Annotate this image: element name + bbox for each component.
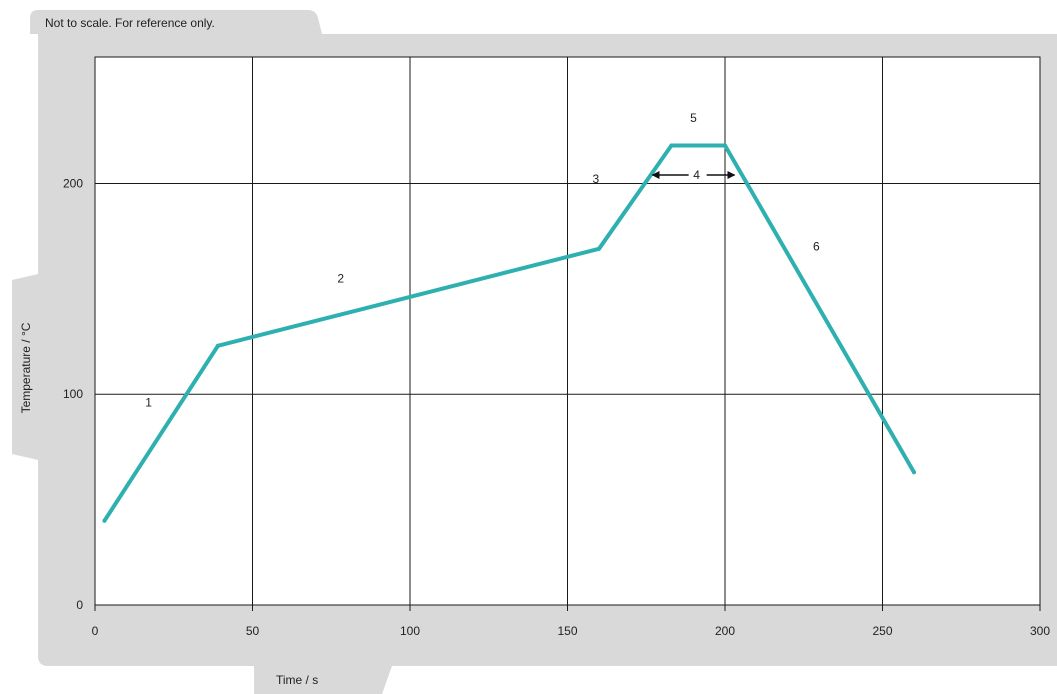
- temperature-profile-line: [102, 143, 916, 523]
- zone-label: 5: [690, 111, 697, 125]
- x-tick-label: 250: [872, 624, 892, 638]
- x-tick-label: 300: [1030, 624, 1050, 638]
- y-tick-label: 200: [63, 176, 83, 190]
- tick-labels: 0 50 100 150 200 250 300 0 100 200: [63, 176, 1050, 638]
- profile-point: [597, 246, 601, 251]
- scale-note: Not to scale. For reference only.: [45, 16, 215, 30]
- zone-label: 1: [145, 396, 152, 410]
- y-axis-title: Temperature / °C: [19, 322, 33, 413]
- zone-label: 2: [337, 271, 344, 285]
- profile-point: [215, 343, 220, 348]
- profile-point: [102, 518, 107, 523]
- profile-point: [669, 143, 674, 148]
- x-axis-title: Time / s: [276, 673, 318, 687]
- x-tick-label: 50: [246, 624, 260, 638]
- profile-point: [912, 470, 916, 475]
- y-tick-label: 0: [76, 598, 83, 612]
- x-tick-label: 150: [557, 624, 577, 638]
- x-tick-label: 200: [715, 624, 735, 638]
- y-tick-label: 100: [63, 387, 83, 401]
- annotations: 1 2 3 4 5 6: [145, 111, 820, 410]
- x-tick-label: 100: [400, 624, 420, 638]
- zone-label: 6: [813, 240, 820, 254]
- profile-point: [723, 143, 727, 148]
- zone-label: 3: [593, 172, 600, 186]
- zone-label: 4: [693, 168, 700, 182]
- series-layer: [102, 143, 916, 523]
- x-tick-label: 0: [92, 624, 99, 638]
